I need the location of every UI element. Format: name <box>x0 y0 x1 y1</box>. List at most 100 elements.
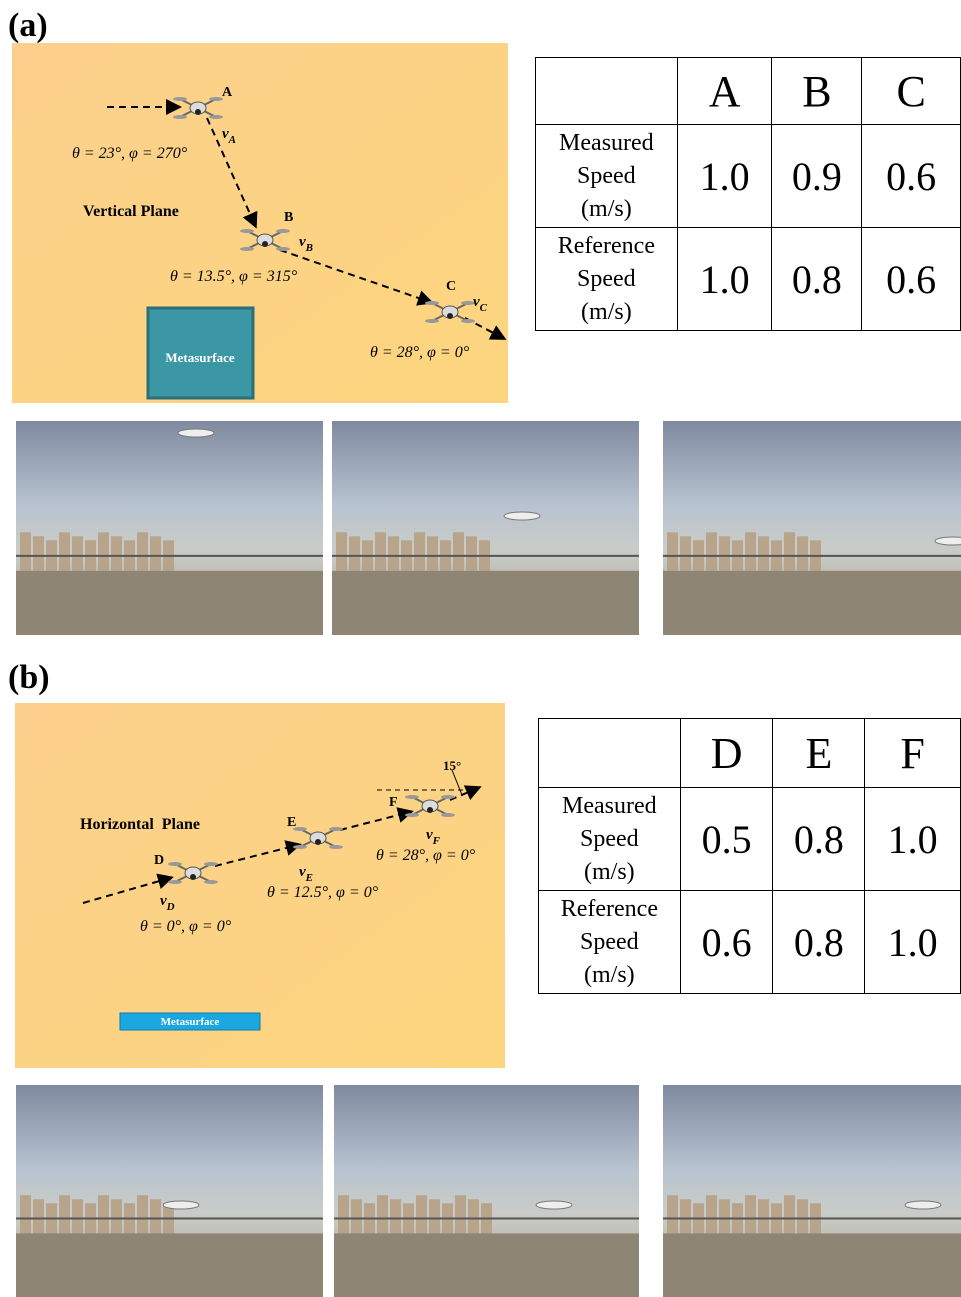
table-cell: D <box>680 719 773 788</box>
row-label-line: Speed <box>536 160 677 193</box>
drone-rotor <box>240 247 254 251</box>
drone-rotor <box>276 247 290 251</box>
photo-building <box>745 532 756 575</box>
drone-rotor <box>173 115 187 119</box>
photo-drone <box>504 512 540 520</box>
table-cell: 0.5 <box>680 788 773 891</box>
photo-wall <box>332 571 639 635</box>
photo-building <box>137 1195 148 1237</box>
photo-wall <box>663 1233 961 1297</box>
table-cell: E <box>773 719 865 788</box>
table-cell: MeasuredSpeed(m/s) <box>536 125 678 228</box>
figure: (a)AvAθ = 23°, φ = 270°BvBθ = 13.5°, φ =… <box>0 0 961 1297</box>
photo-building <box>59 532 70 575</box>
photo-building <box>59 1195 70 1237</box>
photo-building <box>416 1195 427 1237</box>
table-cell: A <box>677 58 772 125</box>
photo-building <box>98 1195 109 1237</box>
photo-drone <box>536 1201 572 1209</box>
row-label-line: Speed <box>539 823 680 856</box>
angle-mark: 15° <box>443 758 461 773</box>
photo-building <box>20 532 31 575</box>
angle-label: θ = 12.5°, φ = 0° <box>267 884 379 901</box>
node-label: A <box>222 85 233 100</box>
plane-label: Horizontal Plane <box>80 816 200 833</box>
angle-label: θ = 28°, φ = 0° <box>376 847 476 864</box>
drone-rotor <box>240 229 254 233</box>
velocity-subscript: A <box>228 134 236 146</box>
table-cell: 0.6 <box>862 125 961 228</box>
angle-label: θ = 23°, φ = 270° <box>72 145 188 162</box>
photo-building <box>667 1195 678 1237</box>
drone-rotor <box>405 795 419 799</box>
metasurface-label: Metasurface <box>161 1016 220 1028</box>
drone-rotor <box>204 880 218 884</box>
row-label-line: Speed <box>539 926 680 959</box>
speed-table: DEFMeasuredSpeed(m/s)0.50.81.0ReferenceS… <box>538 718 961 994</box>
drone-rotor <box>329 827 343 831</box>
drone-rotor <box>168 862 182 866</box>
row-label-line: Reference <box>539 893 680 926</box>
table-cell: C <box>862 58 961 125</box>
velocity-subscript: D <box>166 901 175 913</box>
node-label: C <box>446 279 456 294</box>
photo-building <box>453 532 464 575</box>
node-label: E <box>287 815 296 830</box>
velocity-subscript: F <box>432 835 441 847</box>
drone-rotor <box>276 229 290 233</box>
table-cell: 0.8 <box>773 788 865 891</box>
drone-rotor <box>209 97 223 101</box>
photo-building <box>377 1195 388 1237</box>
node-label: D <box>154 853 164 868</box>
table-cell: F <box>865 719 961 788</box>
photo-building <box>338 1195 349 1237</box>
drone-rotor <box>293 845 307 849</box>
table-cell: ReferenceSpeed(m/s) <box>539 891 681 994</box>
photo-building <box>706 532 717 575</box>
row-label-line: (m/s) <box>539 856 680 889</box>
table-cell: 0.9 <box>772 125 862 228</box>
drone-rotor <box>405 813 419 817</box>
photo-building <box>336 532 347 575</box>
photo-building <box>98 532 109 575</box>
angle-label: θ = 0°, φ = 0° <box>140 918 232 935</box>
photo-building <box>745 1195 756 1237</box>
photo-wall <box>663 571 961 635</box>
drone-rotor <box>204 862 218 866</box>
drone-rotor <box>441 795 455 799</box>
table-cell: B <box>772 58 862 125</box>
photo-building <box>784 1195 795 1237</box>
table-cell: 1.0 <box>865 891 961 994</box>
drone-rotor <box>329 845 343 849</box>
drone-rotor <box>425 319 439 323</box>
photo-wall <box>334 1233 639 1297</box>
plane-label: Vertical Plane <box>83 203 179 220</box>
drone-camera <box>315 839 321 845</box>
table-cell: MeasuredSpeed(m/s) <box>539 788 681 891</box>
photo-drone <box>905 1201 941 1209</box>
table-cell: 1.0 <box>677 125 772 228</box>
row-label-line: Measured <box>539 790 680 823</box>
velocity-subscript: B <box>305 242 313 254</box>
photo-wall <box>16 1233 323 1297</box>
photo-drone <box>178 429 214 437</box>
drone-rotor <box>209 115 223 119</box>
table-cell: 1.0 <box>865 788 961 891</box>
drone-rotor <box>441 813 455 817</box>
table-cell: 0.6 <box>680 891 773 994</box>
drone-rotor <box>168 880 182 884</box>
row-label-line: Measured <box>536 127 677 160</box>
row-label-line: (m/s) <box>536 296 677 329</box>
row-label-line: (m/s) <box>536 193 677 226</box>
photo-building <box>706 1195 717 1237</box>
table-cell: 1.0 <box>677 228 772 331</box>
table-cell <box>539 719 681 788</box>
drone-camera <box>262 241 268 247</box>
table-cell <box>536 58 678 125</box>
angle-label: θ = 13.5°, φ = 315° <box>170 268 298 285</box>
drone-camera <box>195 109 201 115</box>
table-cell: 0.8 <box>773 891 865 994</box>
table-cell: 0.6 <box>862 228 961 331</box>
